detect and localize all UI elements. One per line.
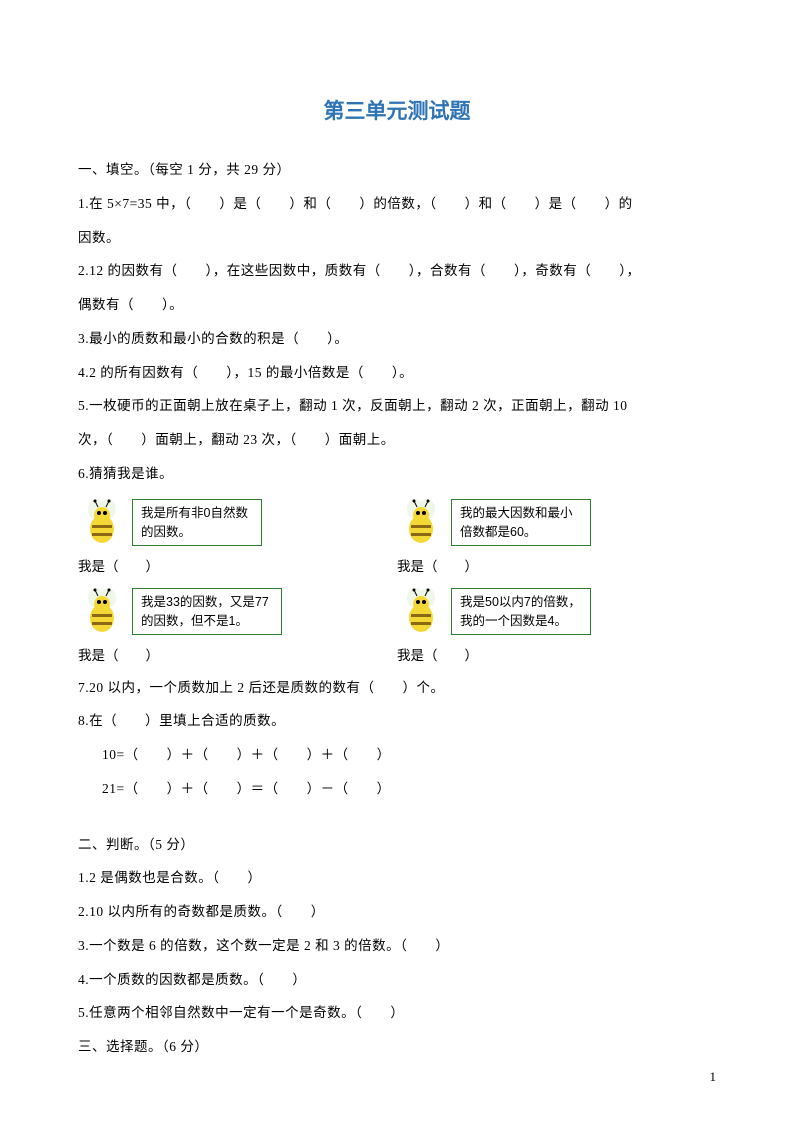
q1-3: 3.最小的质数和最小的合数的积是（ ）。 [78,322,716,356]
q1-5b: 次，（ ）面朝上，翻动 23 次，（ ）面朝上。 [78,423,716,457]
q2-2: 2.10 以内所有的奇数都是质数。（ ） [78,895,716,929]
q1-5: 5.一枚硬币的正面朝上放在桌子上，翻动 1 次，反面朝上，翻动 2 次，正面朝上… [78,389,716,423]
bee-icon [397,586,449,638]
q1-7: 7.20 以内，一个质数加上 2 后还是质数的数有（ ）个。 [78,671,716,705]
riddle-1: 我是所有非0自然数的因数。 我是（ ） [78,497,397,580]
bee-icon [78,497,130,549]
riddle-2: 我的最大因数和最小倍数都是60。 我是（ ） [397,497,716,580]
q1-8a: 10=（ ）＋（ ）＋（ ）＋（ ） [78,738,716,772]
section-3-header: 三、选择题。（6 分） [78,1030,716,1064]
riddle-4-text: 我是50以内7的倍数，我的一个因数是4。 [451,588,591,636]
riddle-3-text: 我是33的因数，又是77的因数，但不是1。 [132,588,282,636]
riddle-1-text: 我是所有非0自然数的因数。 [132,499,262,547]
section-2-header: 二、判断。（5 分） [78,828,716,862]
riddle-row-2: 我是33的因数，又是77的因数，但不是1。 我是（ ） 我是50以内7的倍数，我… [78,586,716,669]
q1-1b: 因数。 [78,221,716,255]
page-number: 1 [710,1069,717,1085]
riddle-3-answer: 我是（ ） [78,642,397,669]
riddle-1-answer: 我是（ ） [78,553,397,580]
riddle-3: 我是33的因数，又是77的因数，但不是1。 我是（ ） [78,586,397,669]
riddle-4-answer: 我是（ ） [397,642,716,669]
section-1-header: 一、填空。（每空 1 分，共 29 分） [78,153,716,187]
bee-icon [397,497,449,549]
q2-3: 3.一个数是 6 的倍数，这个数一定是 2 和 3 的倍数。（ ） [78,929,716,963]
q1-8b: 21=（ ）＋（ ）＝（ ）－（ ） [78,772,716,806]
riddle-2-answer: 我是（ ） [397,553,716,580]
q1-8: 8.在（ ）里填上合适的质数。 [78,704,716,738]
riddle-4: 我是50以内7的倍数，我的一个因数是4。 我是（ ） [397,586,716,669]
q2-1: 1.2 是偶数也是合数。（ ） [78,861,716,895]
riddle-2-text: 我的最大因数和最小倍数都是60。 [451,499,591,547]
q1-2b: 偶数有（ ）。 [78,288,716,322]
q1-4: 4.2 的所有因数有（ ），15 的最小倍数是（ ）。 [78,356,716,390]
q1-6: 6.猜猜我是谁。 [78,457,716,491]
page-title: 第三单元测试题 [78,95,716,125]
bee-icon [78,586,130,638]
q2-5: 5.任意两个相邻自然数中一定有一个是奇数。（ ） [78,996,716,1030]
q2-4: 4.一个质数的因数都是质数。（ ） [78,963,716,997]
q1-2: 2.12 的因数有（ ），在这些因数中，质数有（ ），合数有（ ），奇数有（ ）… [78,254,716,288]
riddle-row-1: 我是所有非0自然数的因数。 我是（ ） 我的最大因数和最小倍数都是60。 我是（ [78,497,716,580]
q1-1: 1.在 5×7=35 中，（ ）是（ ）和（ ）的倍数，（ ）和（ ）是（ ）的 [78,187,716,221]
